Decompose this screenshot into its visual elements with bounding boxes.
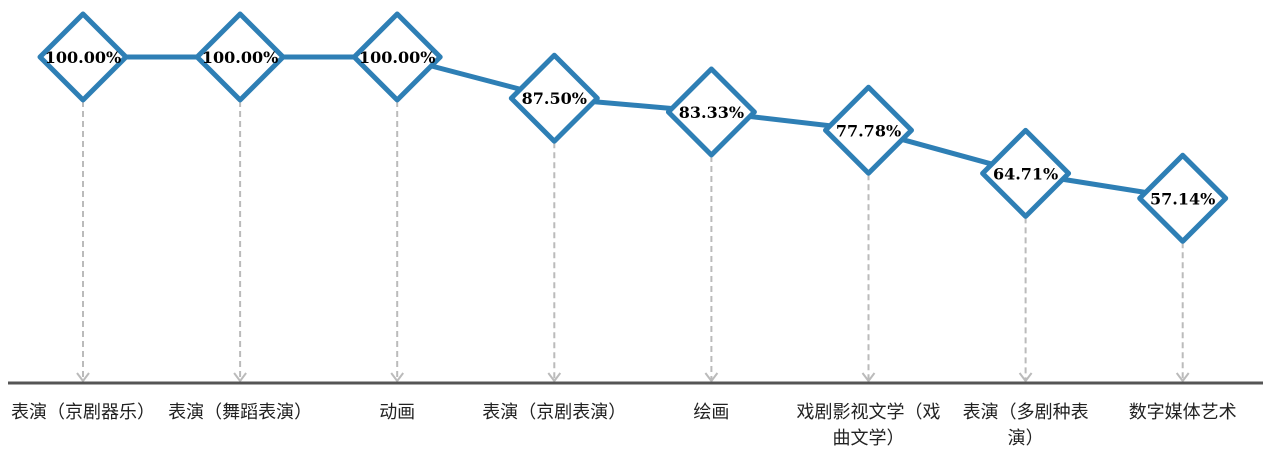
data-point-marker xyxy=(37,11,129,103)
x-tick-label: 戏剧影视文学（戏曲文学） xyxy=(796,402,941,449)
x-tick-label: 动画 xyxy=(379,402,416,423)
data-labels: 100.00% 100.00% 100.00% 87.50% 83.33% 77.78% 6… xyxy=(45,48,1216,208)
data-point-marker xyxy=(194,11,286,103)
data-point-marker xyxy=(351,11,443,103)
data-label: 83.33% xyxy=(679,103,744,122)
data-label: 57.14% xyxy=(1150,189,1215,208)
data-label: 100.00% xyxy=(45,48,121,67)
data-label: 100.00% xyxy=(202,48,278,67)
x-tick-label: 数字媒体艺术 xyxy=(1128,402,1237,423)
x-tick-label: 表演（舞蹈表演） xyxy=(168,402,313,423)
markers xyxy=(37,11,1229,244)
data-point-marker xyxy=(508,52,600,144)
data-point-marker xyxy=(823,84,914,176)
data-point-marker xyxy=(665,66,757,158)
x-tick-label: 表演（京剧器乐） xyxy=(11,402,155,423)
x-tick-label: 绘画 xyxy=(693,402,730,423)
data-point-marker xyxy=(980,127,1072,219)
data-label: 64.71% xyxy=(993,164,1058,183)
data-label: 87.50% xyxy=(522,89,587,108)
x-tick-label: 表演（多剧种表演） xyxy=(962,402,1089,449)
x-tick-label: 表演（京剧表演） xyxy=(482,402,627,423)
data-label: 77.78% xyxy=(836,121,901,140)
data-label: 100.00% xyxy=(359,48,435,67)
data-point-marker xyxy=(1137,152,1229,244)
drop-lines xyxy=(76,101,1190,383)
